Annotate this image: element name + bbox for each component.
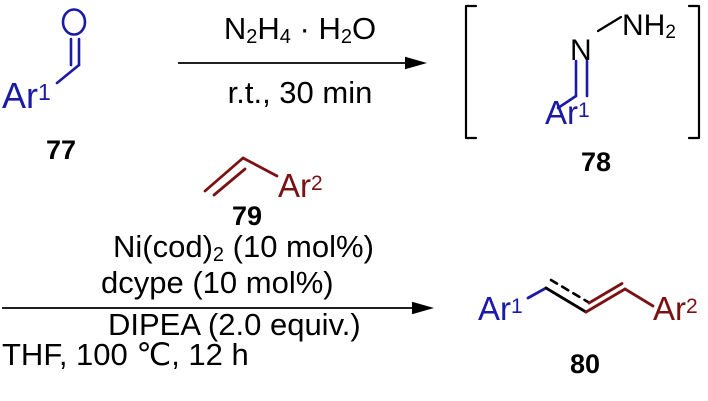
svg-text:78: 78 bbox=[581, 147, 611, 177]
svg-text:77: 77 bbox=[46, 135, 76, 165]
svg-text:Ar1: Ar1 bbox=[478, 290, 523, 327]
svg-text:Ar2: Ar2 bbox=[653, 290, 698, 327]
svg-text:N2H4 · H2O: N2H4 · H2O bbox=[224, 11, 376, 48]
svg-text:dcype (10 mol%): dcype (10 mol%) bbox=[101, 265, 334, 300]
svg-text:80: 80 bbox=[570, 349, 600, 379]
svg-text:r.t., 30 min: r.t., 30 min bbox=[228, 75, 373, 110]
svg-text:N: N bbox=[570, 34, 592, 67]
svg-text:NH2: NH2 bbox=[622, 9, 676, 43]
svg-text:THF, 100 ℃, 12 h: THF, 100 ℃, 12 h bbox=[2, 337, 249, 372]
svg-text:Ni(cod)2 (10 mol%): Ni(cod)2 (10 mol%) bbox=[113, 229, 374, 266]
svg-text:79: 79 bbox=[232, 201, 262, 231]
svg-text:Ar2: Ar2 bbox=[278, 167, 323, 204]
svg-text:Ar1: Ar1 bbox=[545, 94, 590, 131]
svg-text:Ar1: Ar1 bbox=[2, 75, 51, 116]
